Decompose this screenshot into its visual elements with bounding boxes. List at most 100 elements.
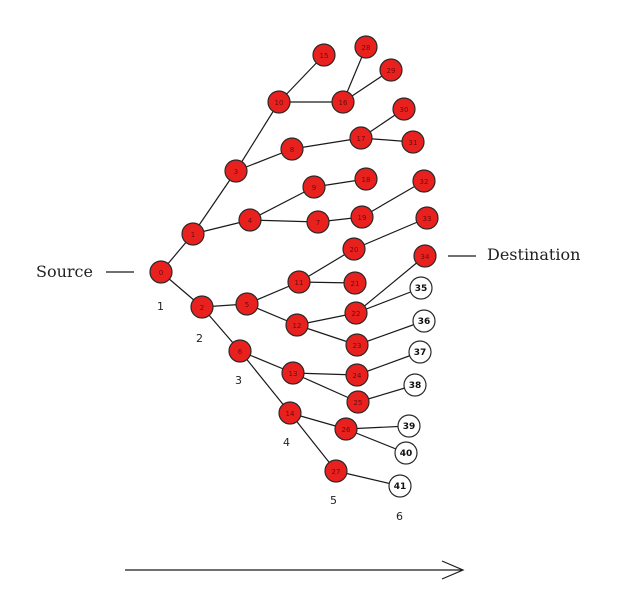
- node-17: 17: [349, 126, 373, 150]
- node-label: 20: [350, 246, 359, 254]
- node-40: 40: [394, 441, 418, 465]
- node-label: 8: [290, 146, 294, 154]
- node-label: 14: [286, 410, 295, 418]
- node-circle: [190, 295, 214, 319]
- node-circle: [349, 126, 373, 150]
- level-label-5: 5: [330, 494, 337, 507]
- node-label: 29: [387, 67, 396, 75]
- node-12: 12: [285, 313, 309, 337]
- node-label: 22: [352, 310, 361, 318]
- node-label: 27: [332, 468, 341, 476]
- node-circle: [388, 474, 412, 498]
- node-39: 39: [397, 414, 421, 438]
- node-circle: [342, 237, 366, 261]
- node-33: 33: [415, 206, 439, 230]
- node-circle: [412, 309, 436, 333]
- node-23: 23: [345, 333, 369, 357]
- node-label: 0: [159, 269, 163, 277]
- level-label-2: 2: [196, 332, 203, 345]
- node-circle: [354, 35, 378, 59]
- node-circle: [278, 401, 302, 425]
- node-label: 31: [409, 139, 418, 147]
- edge-n6-n14: [239, 350, 291, 414]
- node-circle: [346, 390, 370, 414]
- node-circle: [224, 159, 248, 183]
- node-18: 18: [354, 167, 378, 191]
- node-20: 20: [342, 237, 366, 261]
- node-7: 7: [306, 210, 330, 234]
- node-34: 34: [413, 244, 437, 268]
- node-label: 26: [342, 426, 351, 434]
- source-label: Source: [36, 262, 93, 281]
- node-label: 16: [339, 99, 348, 107]
- destination-label: Destination: [487, 245, 580, 264]
- node-label: 19: [358, 214, 367, 222]
- node-label: 30: [400, 106, 409, 114]
- node-label: 21: [351, 280, 360, 288]
- node-28: 28: [354, 35, 378, 59]
- node-36: 36: [412, 309, 436, 333]
- node-32: 32: [412, 169, 436, 193]
- node-circle: [302, 175, 326, 199]
- node-circle: [238, 208, 262, 232]
- node-circle: [344, 301, 368, 325]
- node-circle: [267, 90, 291, 114]
- node-label: 23: [353, 342, 362, 350]
- edge-n1-n3: [192, 170, 237, 235]
- node-label: 3: [234, 168, 238, 176]
- edge-n3-n10: [235, 101, 280, 172]
- node-circle: [324, 459, 348, 483]
- node-circle: [312, 43, 336, 67]
- node-circle: [281, 361, 305, 385]
- node-24: 24: [345, 363, 369, 387]
- node-circle: [379, 58, 403, 82]
- node-29: 29: [379, 58, 403, 82]
- node-label: 41: [394, 482, 407, 492]
- node-circle: [306, 210, 330, 234]
- node-label: 5: [245, 301, 249, 309]
- direction-arrow: [125, 560, 465, 580]
- node-circle: [287, 270, 311, 294]
- node-label: 6: [238, 348, 243, 356]
- edge-n8-n17: [291, 137, 362, 150]
- node-14: 14: [278, 401, 302, 425]
- node-circle: [415, 206, 439, 230]
- node-circle: [350, 205, 374, 229]
- node-26: 26: [334, 417, 358, 441]
- node-circle: [409, 276, 433, 300]
- node-37: 37: [408, 340, 432, 364]
- node-31: 31: [401, 130, 425, 154]
- edge-n23-n36: [356, 320, 425, 346]
- edge-n22-n35: [355, 287, 422, 314]
- node-label: 18: [362, 176, 371, 184]
- node-16: 16: [331, 90, 355, 114]
- node-label: 28: [362, 44, 371, 52]
- node-label: 24: [353, 372, 362, 380]
- node-circle: [408, 340, 432, 364]
- node-label: 38: [409, 381, 422, 391]
- node-label: 34: [421, 253, 430, 261]
- node-circle: [345, 363, 369, 387]
- node-label: 36: [418, 317, 431, 327]
- node-0: 0: [149, 260, 173, 284]
- node-label: 11: [295, 279, 304, 287]
- node-label: 40: [400, 449, 413, 459]
- node-label: 37: [414, 348, 427, 358]
- node-1: 1: [181, 222, 205, 246]
- node-9: 9: [302, 175, 326, 199]
- node-3: 3: [224, 159, 248, 183]
- node-30: 30: [392, 97, 416, 121]
- edge-n22-n34: [355, 255, 426, 314]
- edge-n14-n27: [289, 412, 337, 472]
- node-11: 11: [287, 270, 311, 294]
- node-label: 32: [420, 178, 429, 186]
- edge-n4-n9: [249, 186, 315, 221]
- node-circle: [345, 333, 369, 357]
- node-22: 22: [344, 301, 368, 325]
- node-38: 38: [403, 373, 427, 397]
- node-15: 15: [312, 43, 336, 67]
- edge-n19-n32: [361, 180, 425, 218]
- node-label: 1: [191, 231, 195, 239]
- node-label: 9: [312, 184, 316, 192]
